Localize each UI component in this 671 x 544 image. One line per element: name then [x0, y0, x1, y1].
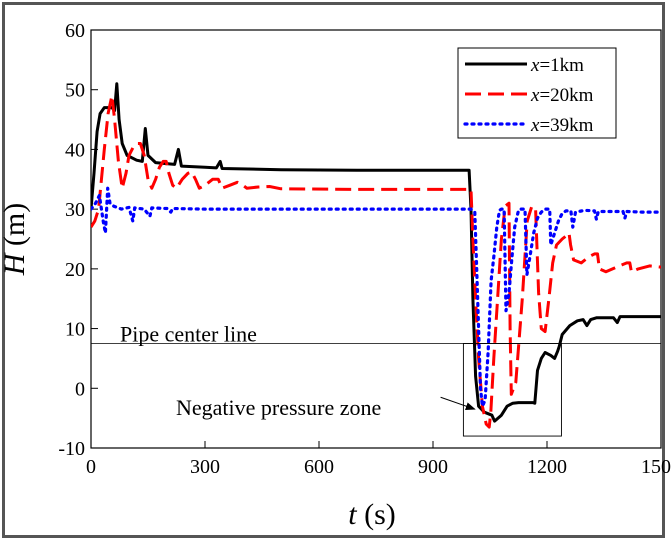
x-tick-label: 1500: [641, 456, 671, 478]
series-line-39km: [91, 186, 661, 408]
y-tick-label: 50: [65, 80, 85, 102]
negative-pressure-label: Negative pressure zone: [176, 395, 381, 420]
y-axis: -10 0 10 20 30 40 50 60: [58, 20, 98, 460]
x-tick-label: 300: [190, 456, 220, 478]
x-tick-label: 600: [304, 456, 334, 478]
series-line-1km: [91, 82, 661, 423]
series-line-20km: [91, 94, 661, 429]
x-axis-title: t (s): [348, 498, 396, 531]
pipe-center-line-label: Pipe center line: [120, 322, 257, 347]
y-tick-label: 60: [65, 20, 85, 42]
legend-label-39km: x=39km: [530, 115, 594, 136]
legend: x=1km x=20km x=39km: [457, 47, 617, 139]
x-tick-label: 0: [86, 456, 96, 478]
y-tick-label: 40: [65, 139, 85, 161]
series-group: [91, 82, 661, 429]
y-tick-label: 0: [75, 378, 85, 400]
legend-label-1km: x=1km: [530, 55, 584, 76]
y-tick-label: 30: [65, 199, 85, 221]
x-axis: 0 300 600 900 1200 1500: [86, 441, 671, 478]
x-tick-label: 1200: [527, 456, 567, 478]
x-tick-label: 900: [418, 456, 448, 478]
y-tick-label: 20: [65, 259, 85, 281]
negative-pressure-arrow: [440, 396, 476, 410]
negative-pressure-box: [462, 343, 562, 437]
y-tick-label: 10: [65, 319, 85, 341]
legend-label-20km: x=20km: [530, 85, 594, 106]
y-tick-label: -10: [58, 438, 85, 460]
y-axis-title: H (m): [0, 203, 31, 277]
